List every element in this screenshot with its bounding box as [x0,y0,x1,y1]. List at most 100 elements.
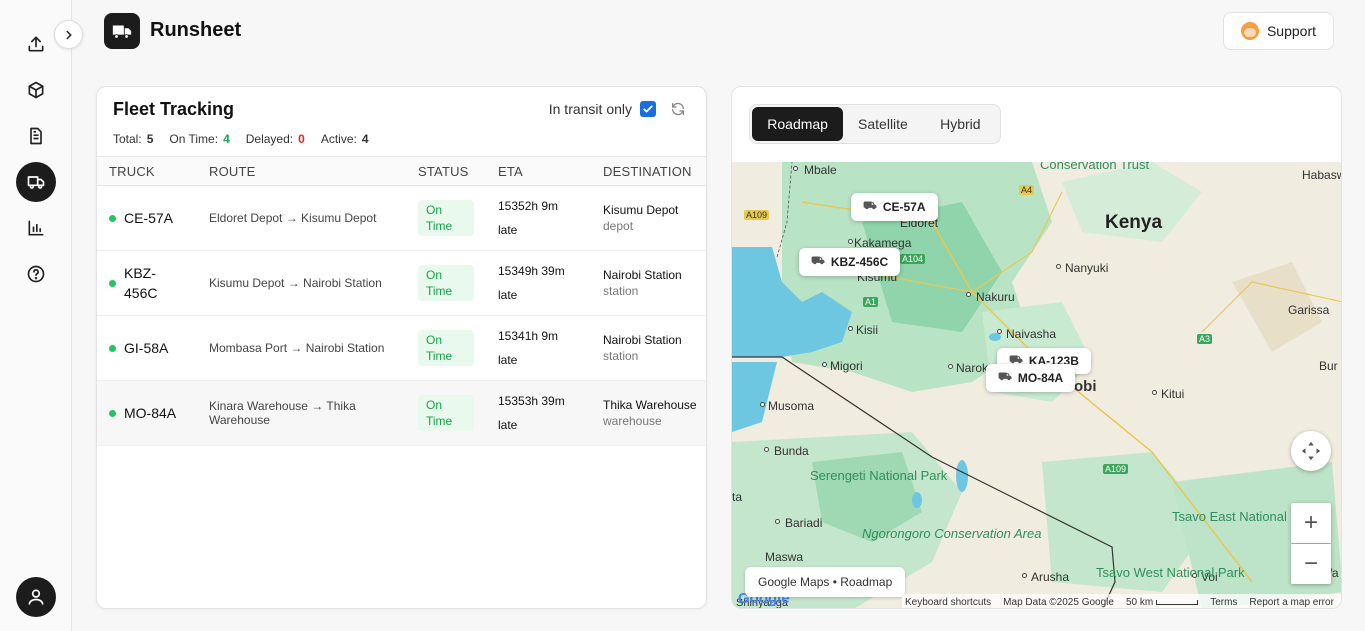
city-pin [793,166,798,171]
eta-time: 15352h 9m [498,199,559,213]
map-data-text: Map Data ©2025 Google [1003,596,1114,608]
stat-ontime: On Time: 4 [169,132,230,146]
zoom-out-button[interactable]: − [1291,544,1331,584]
city-pin [760,402,765,407]
place-label: Mbale [804,163,837,177]
fleet-tracking-panel: Fleet Tracking In transit only Total: 5 O… [96,86,707,609]
refresh-button[interactable] [670,101,686,117]
truck-id: GI-58A [124,340,169,356]
sidebar-item-analytics[interactable] [16,208,56,248]
user-avatar-button[interactable] [16,577,56,617]
status-dot [109,344,116,352]
road-label: A4 [1019,185,1035,195]
place-label: Maswa [765,550,804,564]
bar-chart-icon [28,220,44,236]
city-pin [1056,264,1061,269]
terms-link[interactable]: Terms [1210,596,1238,608]
report-error-link[interactable]: Report a map error [1249,596,1334,608]
sidebar-expand-button[interactable] [54,20,83,49]
place-label: obi [1074,378,1097,395]
eta-time: 15353h 39m [498,394,565,408]
place-label: Nakuru [976,290,1015,304]
tab-satellite[interactable]: Satellite [858,116,908,132]
truck-id: MO-84A [124,405,177,421]
fullscreen-button[interactable] [1291,431,1331,471]
place-label: Voi [1201,570,1218,584]
table-row[interactable]: KBZ-456C Kisumu Depot → Nairobi Station … [97,250,706,316]
support-label: Support [1266,23,1317,39]
sidebar-item-upload[interactable] [16,24,56,64]
truck-marker-mo-84a[interactable]: ⛟ MO-84A [986,364,1076,392]
sidebar-item-documents[interactable] [16,116,56,156]
support-button[interactable]: Support [1223,12,1334,50]
column-header[interactable]: ETA [486,156,591,186]
city-pin [966,292,971,297]
column-header[interactable]: STATUS [406,156,486,186]
eta-time: 15349h 39m [498,264,565,278]
place-label: Kenya [1105,212,1163,233]
place-label: Shinyanga [736,597,788,609]
eta-note: late [498,223,518,237]
sidebar-item-fleet[interactable] [16,162,56,202]
status-badge: On Time [418,395,474,431]
status-dot [109,279,116,287]
eta-time: 15341h 9m [498,329,559,343]
city-pin [848,326,853,331]
status-dot [109,214,116,222]
zoom-in-button[interactable]: + [1291,503,1331,543]
place-label: Kakamega [854,236,912,250]
tab-hybrid[interactable]: Hybrid [940,116,981,132]
table-row[interactable]: GI-58A Mombasa Port → Nairobi Station On… [97,315,706,381]
truck-marker-ce-57a[interactable]: ⛟ CE-57A [851,193,938,221]
city-pin [764,447,769,452]
route-cell: Mombasa Port → Nairobi Station [197,315,406,381]
truck-icon: ⛟ [1009,354,1023,366]
place-label: Kitui [1161,387,1185,401]
fleet-table: TRUCK ROUTE STATUS ETA DESTINATION CE-57… [97,156,706,446]
city-pin [822,362,827,367]
stat-total: Total: 5 [113,132,154,146]
status-badge: On Time [418,265,474,301]
keyboard-shortcuts-link[interactable]: Keyboard shortcuts [905,596,992,608]
user-icon [28,589,44,605]
column-header[interactable]: DESTINATION [591,156,706,186]
column-header[interactable]: ROUTE [197,156,406,186]
sidebar-item-help[interactable] [16,254,56,294]
eta-note: late [498,418,518,432]
panel-title: Fleet Tracking [113,99,235,119]
minus-icon: − [1303,550,1318,577]
app-logo [104,13,140,49]
tab-roadmap[interactable]: Roadmap [752,107,844,141]
sidebar-item-packages[interactable] [16,70,56,110]
stat-delayed: Delayed: 0 [245,132,305,146]
column-header[interactable]: TRUCK [97,156,197,186]
scale-bar[interactable]: 50 km [1126,597,1199,608]
city-pin [1022,573,1027,578]
map-canvas[interactable]: Kenya Mbale Eldoret Kakamega Kisumu Kisi… [732,162,1341,609]
destination-type: station [603,349,639,363]
route-cell: Eldoret Depot → Kisumu Depot [197,185,406,251]
place-label: Bur [1319,359,1338,373]
destination-type: warehouse [603,414,662,428]
transit-filter[interactable]: In transit only [549,101,656,117]
destination-type: depot [603,219,634,233]
city-pin [1192,573,1197,578]
city-pin [948,364,953,369]
road-label: A109 [744,210,770,220]
place-label: Migori [830,359,863,373]
truck-logo-icon [112,25,132,39]
truck-id: KBZ-456C [124,265,158,301]
transit-label: In transit only [548,101,632,117]
move-arrows-icon [1301,441,1321,461]
truck-marker-kbz-456c[interactable]: ⛟ KBZ-456C [799,248,901,276]
place-label: Naivasha [1006,327,1057,341]
transit-checkbox[interactable] [640,101,656,117]
check-icon [643,105,653,113]
upload-icon [28,36,44,52]
table-row[interactable]: MO-84A Kinara Warehouse → Thika Warehous… [97,380,706,446]
table-header: TRUCK ROUTE STATUS ETA DESTINATION [97,156,706,186]
place-label: Garissa [1288,303,1330,317]
table-row[interactable]: CE-57A Eldoret Depot → Kisumu Depot On T… [97,185,706,251]
map-basemap [732,162,1341,608]
status-badge: On Time [418,200,474,236]
